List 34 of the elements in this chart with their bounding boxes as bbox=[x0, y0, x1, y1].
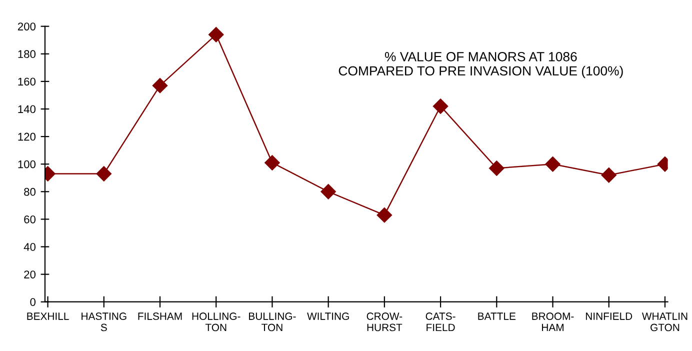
y-tick-label: 0 bbox=[30, 298, 36, 306]
y-tick-label: 160 bbox=[18, 78, 36, 86]
x-tick-label: CROW- HURST bbox=[366, 312, 402, 332]
y-tick-label: 100 bbox=[18, 160, 36, 168]
y-tick-label: 180 bbox=[18, 50, 36, 58]
y-tick-label: 20 bbox=[24, 270, 36, 278]
x-tick-label: HASTING S bbox=[82, 312, 126, 332]
x-tick-label: BULLING- TON bbox=[249, 312, 296, 332]
point bbox=[264, 155, 280, 170]
y-tick-label: 40 bbox=[24, 243, 36, 251]
y-tick-label: 200 bbox=[18, 22, 36, 30]
y-tick-label: 80 bbox=[24, 188, 36, 196]
point bbox=[208, 27, 224, 42]
x-tick-label: NINFIELD bbox=[586, 312, 632, 320]
x-tick-label: WHATLIN GTON bbox=[642, 312, 688, 332]
y-tick-label: 120 bbox=[18, 132, 36, 141]
y-tick-label: 60 bbox=[24, 215, 36, 224]
x-tick-label: BATTLE bbox=[478, 312, 516, 320]
point bbox=[601, 168, 616, 183]
point bbox=[96, 166, 112, 182]
x-tick-label: BROOM- HAM bbox=[532, 312, 574, 332]
point bbox=[489, 160, 504, 176]
x-tick-label: BEXHILL bbox=[27, 312, 69, 320]
text: % VALUE OF MANORS AT 1086 COMPARED TO PRE INVASION VALUE (100%) bbox=[338, 52, 623, 78]
point bbox=[376, 207, 392, 223]
x-tick-label: WILTING bbox=[307, 312, 349, 320]
point bbox=[152, 78, 168, 94]
point bbox=[320, 184, 336, 200]
point bbox=[432, 98, 448, 114]
x-tick-label: CATS- FIELD bbox=[426, 312, 456, 332]
x-tick-label: HOLLING- TON bbox=[192, 312, 240, 332]
y-tick-label: 140 bbox=[18, 105, 36, 114]
x-tick-label: FILSHAM bbox=[138, 312, 182, 320]
point bbox=[545, 156, 560, 172]
